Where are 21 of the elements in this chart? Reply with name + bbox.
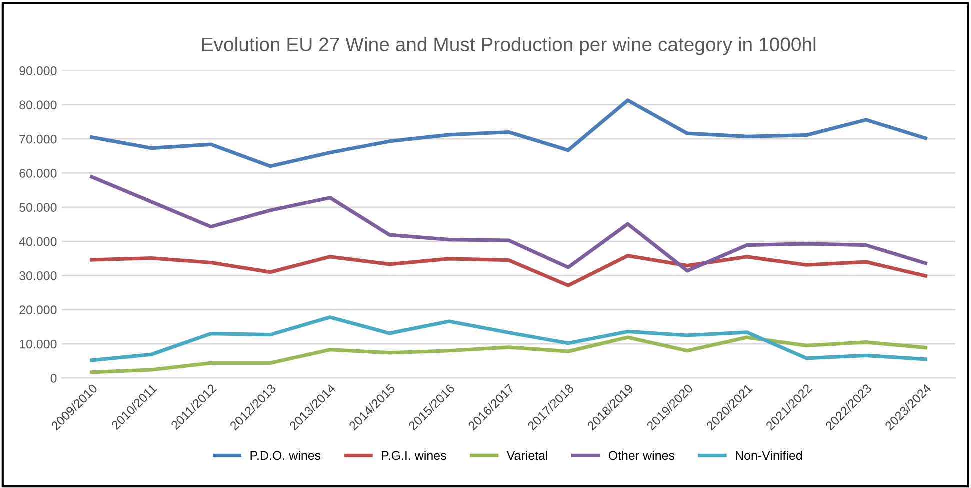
legend-label: Varietal [506, 450, 548, 460]
line-series [90, 316, 928, 362]
legend-label: P.D.O. wines [250, 450, 321, 460]
line-series [90, 175, 928, 273]
line-series [90, 254, 928, 288]
legend-label: Non-Vinified [736, 450, 802, 460]
y-tick-label: 80.000 [20, 100, 57, 110]
y-tick-label: 10.000 [20, 340, 57, 349]
y-tick-label: 30.000 [20, 272, 57, 280]
y-tick-label: 50.000 [20, 203, 57, 212]
chart-title: Evolution EU 27 Wine and Must Production per wine category in 1000hl [202, 37, 816, 56]
y-tick-label: 0 [50, 374, 57, 383]
legend-label: Other wines [608, 450, 675, 460]
line-series [90, 336, 928, 374]
y-tick-label: 90.000 [20, 66, 57, 76]
legend-label: P.G.I. wines [382, 450, 446, 460]
y-tick-label: 40.000 [19, 237, 57, 246]
y-tick-label: 70.000 [20, 134, 57, 144]
y-tick-label: 20.000 [20, 306, 57, 315]
y-tick-label: 60.000 [20, 169, 57, 178]
line-series [90, 98, 928, 168]
